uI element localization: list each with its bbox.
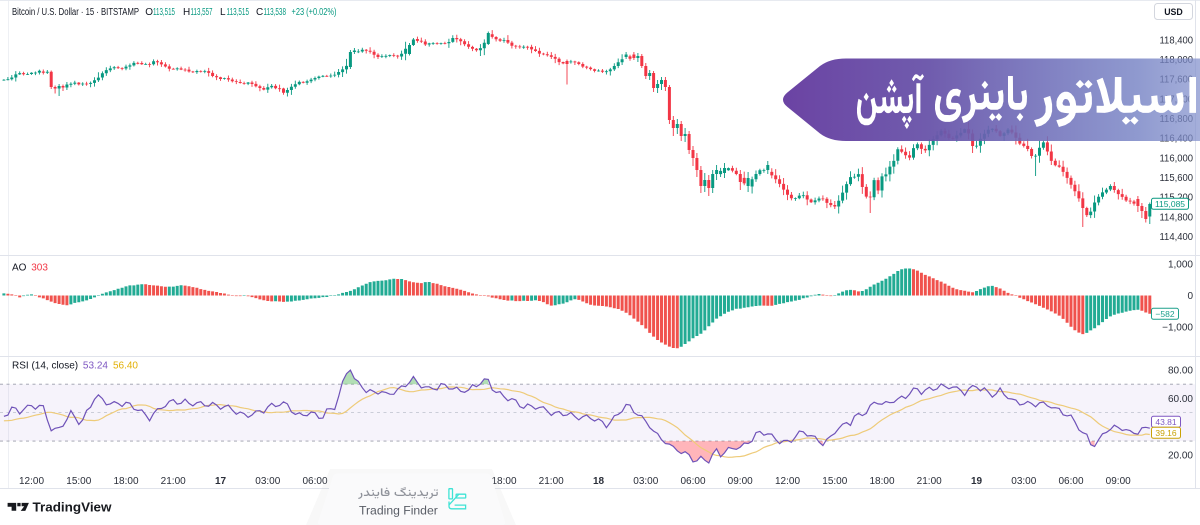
svg-text:0: 0: [1187, 291, 1193, 302]
svg-text:O: O: [145, 7, 153, 18]
svg-text:+23 (+0.02%): +23 (+0.02%): [292, 7, 337, 18]
svg-text:Trading Finder: Trading Finder: [359, 504, 438, 518]
svg-text:60.00: 60.00: [1168, 394, 1193, 405]
svg-text:−582: −582: [1155, 309, 1174, 319]
svg-text:18:00: 18:00: [491, 476, 516, 487]
svg-text:09:00: 09:00: [1106, 476, 1131, 487]
svg-text:113,515: 113,515: [227, 7, 250, 18]
svg-text:115,085: 115,085: [1155, 199, 1185, 209]
svg-text:118,400: 118,400: [1160, 35, 1194, 46]
svg-text:114,800: 114,800: [1160, 212, 1194, 223]
svg-text:12:00: 12:00: [775, 476, 800, 487]
svg-text:18: 18: [593, 476, 605, 487]
svg-text:Bitcoin / U.S. Dollar · 15 · B: Bitcoin / U.S. Dollar · 15 · BITSTAMP: [12, 7, 139, 18]
svg-text:03:00: 03:00: [633, 476, 658, 487]
svg-text:18:00: 18:00: [869, 476, 894, 487]
svg-text:09:00: 09:00: [728, 476, 753, 487]
svg-text:21:00: 21:00: [161, 476, 186, 487]
svg-text:21:00: 21:00: [539, 476, 564, 487]
svg-text:06:00: 06:00: [302, 476, 327, 487]
svg-text:116,000: 116,000: [1160, 153, 1194, 164]
svg-text:113,538: 113,538: [264, 7, 287, 18]
svg-text:21:00: 21:00: [917, 476, 942, 487]
svg-text:06:00: 06:00: [680, 476, 705, 487]
svg-text:1,000: 1,000: [1168, 259, 1193, 270]
svg-text:−1,000: −1,000: [1162, 322, 1193, 333]
svg-text:113,515: 113,515: [153, 7, 175, 18]
svg-text:03:00: 03:00: [1011, 476, 1036, 487]
svg-text:15:00: 15:00: [822, 476, 847, 487]
svg-text:20.00: 20.00: [1168, 451, 1193, 462]
svg-text:18:00: 18:00: [113, 476, 138, 487]
svg-text:80.00: 80.00: [1168, 365, 1193, 376]
svg-text:C: C: [256, 7, 263, 18]
svg-text:TradingView: TradingView: [33, 500, 113, 515]
svg-text:43.81: 43.81: [1155, 417, 1177, 427]
svg-text:06:00: 06:00: [1058, 476, 1083, 487]
svg-text:03:00: 03:00: [255, 476, 280, 487]
svg-text:H: H: [183, 7, 190, 18]
svg-text:L: L: [220, 7, 226, 18]
svg-text:15:00: 15:00: [66, 476, 91, 487]
svg-text:12:00: 12:00: [19, 476, 44, 487]
svg-text:USD: USD: [1164, 7, 1183, 17]
svg-text:114,400: 114,400: [1160, 232, 1194, 243]
svg-text:113,557: 113,557: [191, 7, 213, 18]
svg-text:115,600: 115,600: [1160, 173, 1194, 184]
svg-text:19: 19: [971, 476, 983, 487]
svg-text:39.16: 39.16: [1155, 428, 1177, 438]
svg-text:17: 17: [215, 476, 227, 487]
